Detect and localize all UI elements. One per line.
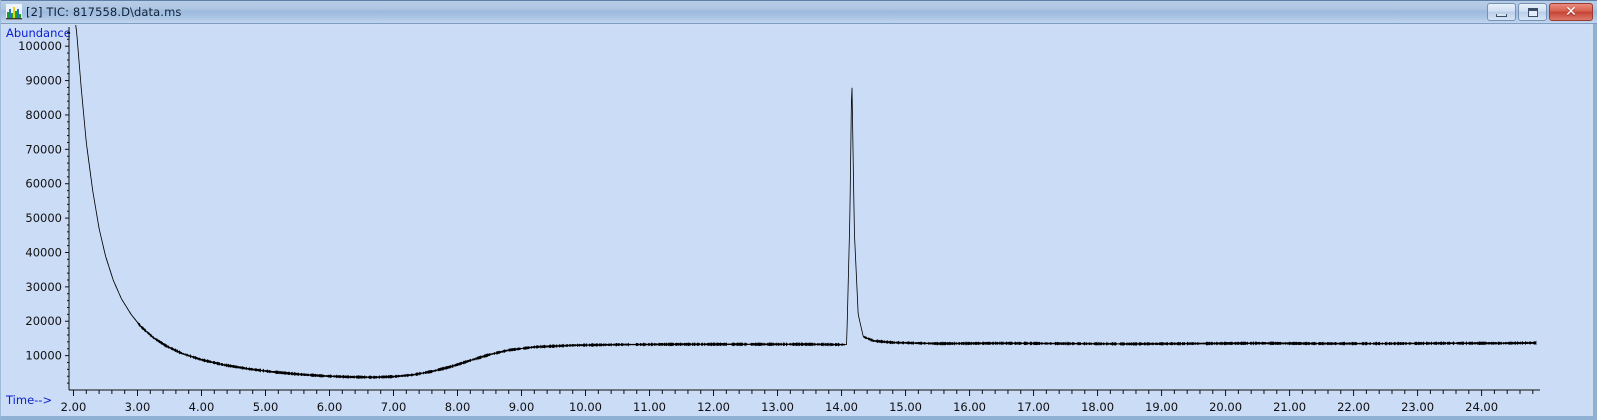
svg-text:10000: 10000	[25, 349, 62, 363]
svg-text:21.00: 21.00	[1273, 400, 1306, 414]
close-icon: ✕	[1565, 4, 1577, 20]
svg-text:2.00: 2.00	[61, 400, 87, 414]
close-button[interactable]: ✕	[1549, 3, 1593, 21]
svg-text:3.00: 3.00	[125, 400, 151, 414]
svg-text:10.00: 10.00	[569, 400, 602, 414]
svg-text:19.00: 19.00	[1145, 400, 1178, 414]
chromatogram-icon	[6, 3, 22, 20]
chromatogram-plot[interactable]: Abundance Time--> 10000 20000 30000 40000 50…	[2, 25, 1590, 416]
restore-icon	[1527, 7, 1538, 17]
x-axis-title: Time-->	[6, 393, 53, 407]
y-axis-title: Abundance	[6, 26, 71, 40]
svg-text:90000: 90000	[25, 74, 62, 88]
svg-text:20000: 20000	[25, 314, 62, 328]
restore-button[interactable]	[1518, 3, 1547, 21]
svg-text:12.00: 12.00	[697, 400, 730, 414]
window-title: [2] TIC: 817558.D\data.ms	[26, 4, 182, 19]
svg-text:23.00: 23.00	[1401, 400, 1434, 414]
svg-text:80000: 80000	[25, 108, 62, 122]
minimize-button[interactable]	[1487, 3, 1516, 21]
svg-text:100000: 100000	[18, 39, 62, 53]
svg-text:9.00: 9.00	[509, 400, 535, 414]
svg-text:16.00: 16.00	[953, 400, 986, 414]
svg-text:70000: 70000	[25, 142, 62, 156]
svg-text:17.00: 17.00	[1017, 400, 1050, 414]
svg-text:15.00: 15.00	[889, 400, 922, 414]
svg-text:4.00: 4.00	[189, 400, 215, 414]
window-titlebar[interactable]: [2] TIC: 817558.D\data.ms ✕	[1, 0, 1597, 24]
svg-text:22.00: 22.00	[1337, 400, 1370, 414]
svg-text:50000: 50000	[25, 211, 62, 225]
minimize-icon	[1496, 13, 1507, 17]
svg-text:20.00: 20.00	[1209, 400, 1242, 414]
chromatogram-canvas: 10000 20000 30000 40000 50000 60000 70000 80000…	[18, 25, 1540, 414]
svg-text:18.00: 18.00	[1081, 400, 1114, 414]
svg-text:8.00: 8.00	[445, 400, 471, 414]
svg-text:30000: 30000	[25, 280, 62, 294]
window-controls: ✕	[1487, 3, 1593, 21]
svg-text:11.00: 11.00	[633, 400, 666, 414]
svg-text:60000: 60000	[25, 177, 62, 191]
svg-text:14.00: 14.00	[825, 400, 858, 414]
svg-text:5.00: 5.00	[253, 400, 279, 414]
svg-text:7.00: 7.00	[381, 400, 407, 414]
svg-text:13.00: 13.00	[761, 400, 794, 414]
svg-text:40000: 40000	[25, 245, 62, 259]
svg-text:24.00: 24.00	[1465, 400, 1498, 414]
svg-text:6.00: 6.00	[317, 400, 343, 414]
